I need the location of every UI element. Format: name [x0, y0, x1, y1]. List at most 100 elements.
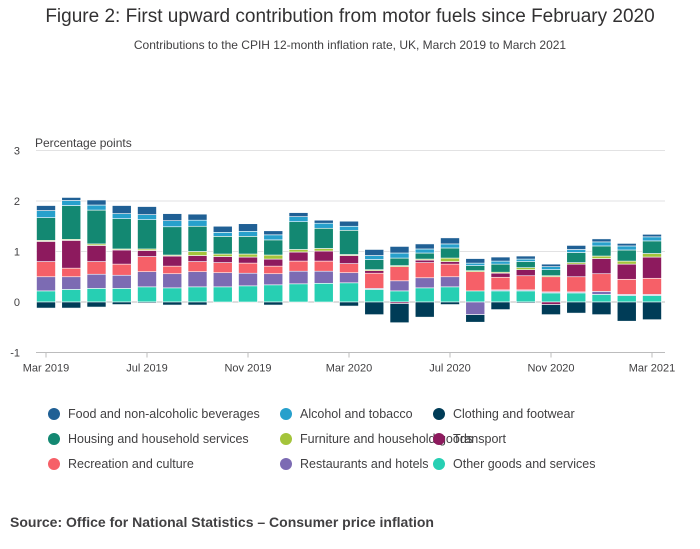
bar-segment — [339, 282, 359, 303]
bar-segment — [616, 260, 637, 265]
bar-segment — [212, 236, 233, 255]
bar-segment — [414, 287, 435, 303]
bar-segment — [566, 301, 587, 314]
bar-segment — [313, 222, 334, 229]
bar-segment — [566, 292, 587, 303]
bar-segment — [490, 290, 511, 303]
bar-segment — [642, 240, 662, 254]
bar-segment — [36, 301, 56, 309]
bar-segment — [238, 236, 258, 255]
bar-segment — [288, 249, 309, 253]
bar-segment — [187, 255, 208, 262]
bar-segment — [288, 216, 309, 223]
bar-segment — [591, 241, 612, 247]
bar-segment — [313, 248, 334, 252]
bar-segment — [490, 301, 511, 310]
bar-segment — [212, 232, 233, 237]
bar-segment — [313, 250, 334, 262]
bar-segment — [86, 261, 107, 275]
legend-item: Food and non-alcoholic beverages — [48, 407, 260, 421]
bar-segment — [440, 301, 460, 305]
bar-segment — [642, 277, 662, 295]
bar-segment — [263, 234, 284, 241]
bar-segment — [440, 263, 460, 278]
bar-segment — [389, 246, 410, 254]
bar-segment — [642, 253, 662, 258]
legend-swatch — [433, 433, 445, 445]
bar-segment — [187, 286, 208, 303]
bar-segment — [111, 218, 132, 250]
bar-segment — [515, 267, 536, 270]
bar-segment — [137, 250, 157, 257]
bar-segment — [288, 212, 309, 217]
bar-segment — [162, 301, 183, 306]
bar-segment — [591, 255, 612, 259]
bar-segment — [263, 301, 284, 306]
bar-segment — [187, 301, 208, 306]
bar-segment — [36, 241, 56, 262]
legend-label: Other goods and services — [453, 457, 596, 471]
bar-segment — [414, 252, 435, 260]
bar-segment — [86, 204, 107, 211]
x-tick-label: Jul 2019 — [126, 363, 168, 375]
chart-title: Figure 2: First upward contribution from… — [45, 6, 655, 27]
bar-segment — [288, 270, 309, 285]
bar-segment — [616, 249, 637, 262]
bar-segment — [313, 283, 334, 303]
bar-segment — [440, 286, 460, 303]
bar-segment — [591, 294, 612, 303]
legend-label: Furniture and household goods — [300, 432, 474, 446]
bar-segment — [36, 290, 56, 303]
bar-segment — [364, 249, 385, 256]
bar-segment — [238, 285, 258, 303]
legend-item: Other goods and services — [433, 457, 595, 471]
legend-item: Alcohol and tobacco — [280, 407, 413, 421]
legend-label: Food and non-alcoholic beverages — [68, 407, 260, 421]
bar-segment — [162, 255, 183, 267]
bar-segment — [591, 245, 612, 257]
bar-segment — [591, 291, 612, 295]
bar-segment — [389, 303, 410, 324]
bar-segment — [490, 263, 511, 273]
bar-segment — [111, 288, 132, 303]
bar-segment — [162, 287, 183, 303]
bar-segment — [86, 245, 107, 262]
bar-segment — [515, 275, 536, 291]
bar-segment — [566, 276, 587, 293]
bar-segment — [238, 231, 258, 237]
bar-segment — [642, 301, 662, 320]
bar-segment — [238, 256, 258, 264]
bar-segment — [364, 301, 385, 315]
bar-segment — [490, 260, 511, 265]
bar-segment — [36, 276, 56, 292]
x-tick-label: Mar 2020 — [326, 363, 372, 375]
bar-segment — [339, 220, 359, 227]
bar-segment — [591, 238, 612, 243]
bar-segment — [339, 255, 359, 264]
bar-segment — [86, 273, 107, 289]
bar-segment — [288, 260, 309, 272]
bar-segment — [642, 236, 662, 242]
bar-segment — [263, 265, 284, 275]
bar-segment — [238, 272, 258, 287]
bar-segment — [541, 266, 561, 270]
bar-segment — [616, 243, 637, 247]
bar-segment — [238, 262, 258, 274]
bar-segment — [111, 205, 132, 214]
legend-label: Clothing and footwear — [453, 407, 575, 421]
bar-segment — [339, 229, 359, 255]
bar-segment — [591, 273, 612, 292]
bar-segment — [212, 253, 233, 257]
bar-segment — [440, 247, 460, 259]
bar-segment — [591, 301, 612, 315]
bar-segment — [339, 225, 359, 231]
bar-segment — [389, 266, 410, 282]
bar-segment — [440, 261, 460, 265]
bar-segment — [339, 301, 359, 307]
y-tick-label: 2 — [14, 196, 20, 208]
legend-label: Housing and household services — [68, 432, 249, 446]
bar-segment — [86, 199, 107, 206]
bar-segment — [187, 261, 208, 273]
bar-segment — [212, 272, 233, 288]
bar-segment — [642, 256, 662, 279]
